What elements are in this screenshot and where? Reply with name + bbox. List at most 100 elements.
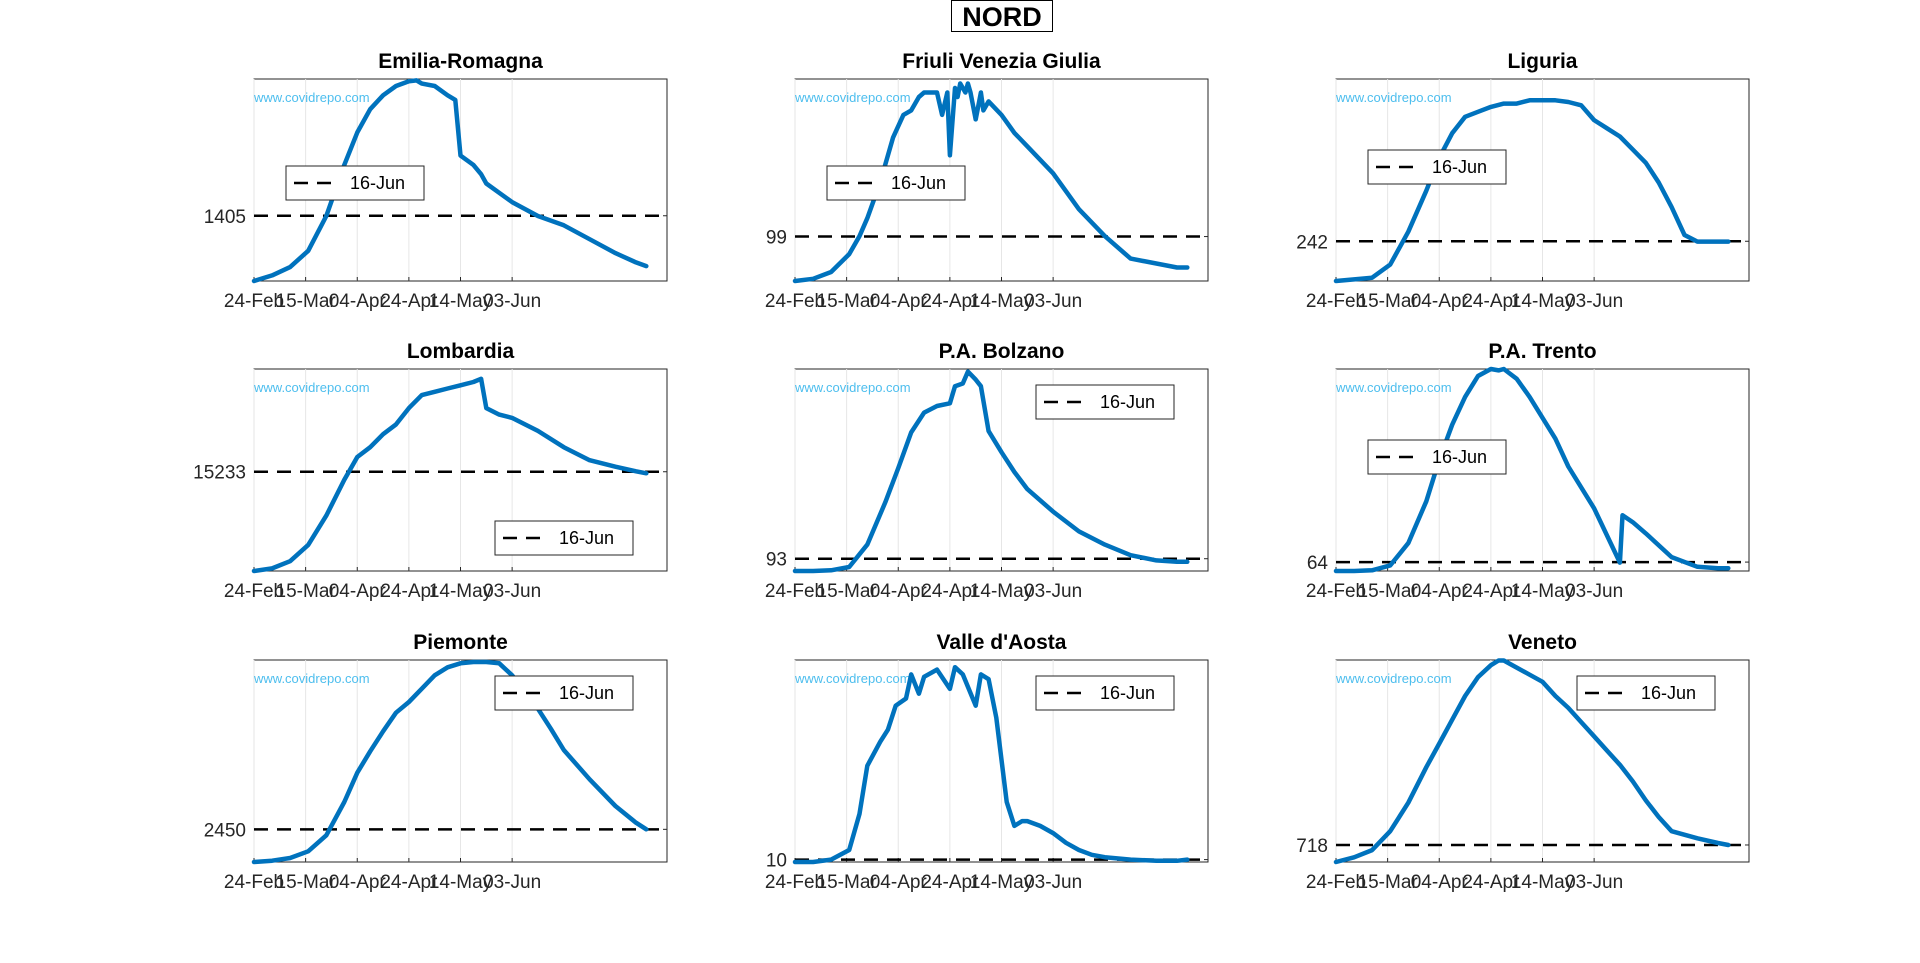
x-tick-label: 14-May bbox=[1511, 872, 1575, 893]
chart-title: Friuli Venezia Giulia bbox=[902, 50, 1101, 73]
legend-box bbox=[1367, 149, 1507, 185]
x-tick-label: 14-May bbox=[429, 291, 493, 312]
x-tick-label: 24-Feb bbox=[1306, 581, 1366, 602]
x-tick-label: 24-Feb bbox=[224, 291, 284, 312]
x-tick-label: 14-May bbox=[1511, 291, 1575, 312]
series-line bbox=[251, 376, 649, 574]
y-tick-label: 15233 bbox=[193, 463, 246, 484]
y-tick-label: 93 bbox=[766, 550, 787, 571]
chart-title: Valle d'Aosta bbox=[937, 631, 1067, 654]
y-tick-label: 99 bbox=[766, 228, 787, 249]
x-tick-label: 24-Apr bbox=[380, 291, 438, 312]
legend-box bbox=[494, 675, 634, 711]
legend-label: 16-Jun bbox=[350, 173, 405, 193]
watermark: www.covidrepo.com bbox=[253, 380, 370, 395]
x-tick-label: 24-Feb bbox=[224, 872, 284, 893]
x-tick-label: 15-Mar bbox=[276, 291, 337, 312]
x-tick-label: 03-Jun bbox=[1565, 291, 1623, 312]
watermark: www.covidrepo.com bbox=[794, 380, 911, 395]
legend-label: 16-Jun bbox=[559, 528, 614, 548]
y-tick-label: 1405 bbox=[204, 207, 246, 228]
watermark: www.covidrepo.com bbox=[1335, 380, 1452, 395]
legend-box bbox=[1035, 675, 1175, 711]
x-tick-label: 15-Mar bbox=[276, 872, 337, 893]
legend: 16-Jun bbox=[494, 520, 634, 556]
x-tick-label: 04-Apr bbox=[870, 581, 928, 602]
legend-box bbox=[1367, 439, 1507, 475]
x-tick-label: 04-Apr bbox=[329, 581, 387, 602]
legend-label: 16-Jun bbox=[1432, 157, 1487, 177]
y-tick-label: 2450 bbox=[204, 820, 246, 841]
x-tick-label: 03-Jun bbox=[483, 581, 541, 602]
legend-box bbox=[1035, 384, 1175, 420]
x-tick-label: 04-Apr bbox=[1411, 581, 1469, 602]
x-tick-label: 14-May bbox=[970, 581, 1034, 602]
legend: 16-Jun bbox=[285, 165, 425, 201]
series-line bbox=[1333, 658, 1731, 865]
legend: 16-Jun bbox=[1035, 384, 1175, 420]
legend: 16-Jun bbox=[1367, 149, 1507, 185]
x-tick-label: 24-Apr bbox=[380, 872, 438, 893]
legend: 16-Jun bbox=[1035, 675, 1175, 711]
legend-box bbox=[1576, 675, 1716, 711]
watermark: www.covidrepo.com bbox=[794, 671, 911, 686]
x-tick-label: 14-May bbox=[970, 872, 1034, 893]
x-tick-label: 04-Apr bbox=[870, 291, 928, 312]
watermark: www.covidrepo.com bbox=[794, 90, 911, 105]
legend-label: 16-Jun bbox=[1641, 683, 1696, 703]
x-tick-label: 24-Feb bbox=[1306, 872, 1366, 893]
chart-title: P.A. Bolzano bbox=[939, 340, 1065, 363]
series-line bbox=[792, 664, 1190, 865]
watermark: www.covidrepo.com bbox=[253, 671, 370, 686]
x-tick-label: 04-Apr bbox=[329, 291, 387, 312]
chart-title: Veneto bbox=[1508, 631, 1577, 654]
legend-box bbox=[826, 165, 966, 201]
x-tick-label: 03-Jun bbox=[1565, 581, 1623, 602]
x-tick-label: 15-Mar bbox=[1358, 872, 1419, 893]
legend: 16-Jun bbox=[1576, 675, 1716, 711]
x-tick-label: 24-Feb bbox=[1306, 291, 1366, 312]
chart-title: Emilia-Romagna bbox=[378, 50, 543, 73]
x-tick-label: 24-Apr bbox=[1462, 291, 1520, 312]
x-tick-label: 14-May bbox=[1511, 581, 1575, 602]
legend-box bbox=[494, 520, 634, 556]
x-tick-label: 24-Apr bbox=[921, 581, 979, 602]
x-tick-label: 24-Feb bbox=[765, 291, 825, 312]
x-tick-label: 15-Mar bbox=[1358, 581, 1419, 602]
x-tick-label: 24-Apr bbox=[1462, 581, 1520, 602]
series-line bbox=[792, 369, 1190, 574]
watermark: www.covidrepo.com bbox=[1335, 90, 1452, 105]
legend: 16-Jun bbox=[826, 165, 966, 201]
x-tick-label: 04-Apr bbox=[870, 872, 928, 893]
x-tick-label: 14-May bbox=[429, 581, 493, 602]
x-tick-label: 24-Apr bbox=[921, 872, 979, 893]
chart-title: P.A. Trento bbox=[1488, 340, 1596, 363]
x-tick-label: 04-Apr bbox=[1411, 291, 1469, 312]
legend-label: 16-Jun bbox=[1100, 392, 1155, 412]
x-tick-label: 24-Feb bbox=[765, 872, 825, 893]
x-tick-label: 24-Feb bbox=[224, 581, 284, 602]
chart-title: Lombardia bbox=[407, 340, 515, 363]
y-tick-label: 718 bbox=[1296, 836, 1328, 857]
x-tick-label: 03-Jun bbox=[1024, 581, 1082, 602]
x-tick-label: 24-Feb bbox=[765, 581, 825, 602]
y-tick-label: 242 bbox=[1296, 232, 1328, 253]
x-tick-label: 03-Jun bbox=[1565, 872, 1623, 893]
x-tick-label: 15-Mar bbox=[817, 581, 878, 602]
x-tick-label: 24-Apr bbox=[921, 291, 979, 312]
chart-title: Piemonte bbox=[413, 631, 508, 654]
y-tick-label: 64 bbox=[1307, 553, 1329, 574]
x-tick-label: 03-Jun bbox=[483, 291, 541, 312]
legend-label: 16-Jun bbox=[891, 173, 946, 193]
x-tick-label: 14-May bbox=[429, 872, 493, 893]
legend-label: 16-Jun bbox=[1100, 683, 1155, 703]
